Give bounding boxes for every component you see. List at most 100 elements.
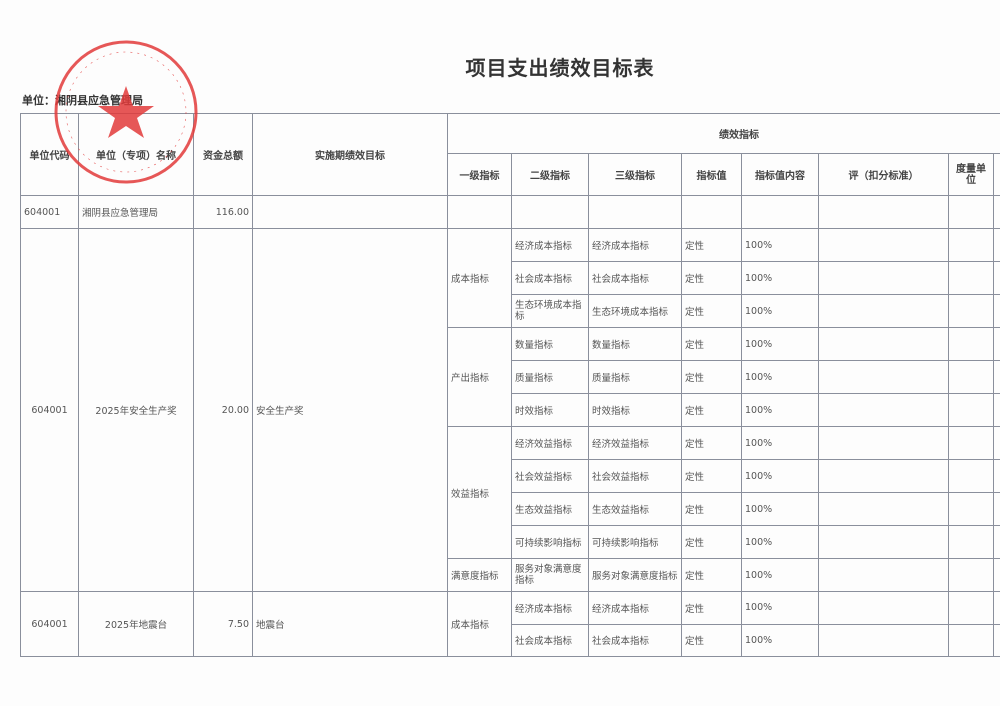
- level3-indicator: 经济成本指标: [588, 591, 682, 625]
- level2-indicator: 服务对象满意度指标: [511, 558, 589, 592]
- level1-indicator: 成本指标: [447, 591, 512, 657]
- cell: [818, 195, 949, 229]
- indicator-type: 定性: [681, 558, 742, 592]
- header-perf: 绩效指标: [447, 113, 1000, 154]
- level2-indicator: 经济效益指标: [511, 426, 589, 460]
- project-amount: 7.50: [193, 591, 253, 657]
- score-standard: [818, 393, 949, 427]
- level3-indicator: 质量指标: [588, 360, 682, 394]
- measure-unit: [948, 261, 994, 295]
- level3-indicator: 时效指标: [588, 393, 682, 427]
- level2-indicator: 时效指标: [511, 393, 589, 427]
- header-l1: 一级指标: [447, 153, 512, 196]
- level1-indicator: 成本指标: [447, 228, 512, 328]
- measure-unit: [948, 492, 994, 526]
- level3-indicator: 社会成本指标: [588, 623, 682, 657]
- indicator-type: 定性: [681, 228, 742, 262]
- cell: [993, 195, 1000, 229]
- score-standard: [818, 426, 949, 460]
- table-row: 604001 2025年地震台 7.50 地震台 成本指标 经济成本指标 经济成本指标 定性 1…: [20, 591, 1000, 657]
- table-row: 产出指标 数量指标 数量指标 定性 100%: [21, 327, 1000, 427]
- summary-row: 604001 湘阴县应急管理局 116.00: [20, 195, 1000, 229]
- indicator-value: 100%: [741, 623, 819, 657]
- indicator-value: 100%: [741, 360, 819, 394]
- score-standard: [818, 591, 949, 625]
- project-code: 604001: [20, 591, 79, 657]
- table-row: 社会成本指标 社会成本指标 定性 100%: [21, 623, 1000, 657]
- level2-indicator: 生态效益指标: [511, 492, 589, 526]
- summary-goal: [252, 195, 448, 229]
- extra-cell: [993, 459, 1000, 493]
- header-type: 指标值: [681, 153, 742, 196]
- measure-unit: [948, 623, 994, 657]
- level3-indicator: 生态效益指标: [588, 492, 682, 526]
- table-row: 可持续影响指标 可持续影响指标 定性 100%: [21, 525, 1000, 559]
- summary-name: 湘阴县应急管理局: [78, 195, 194, 229]
- level3-indicator: 经济成本指标: [588, 228, 682, 262]
- score-standard: [818, 294, 949, 328]
- score-standard: [818, 261, 949, 295]
- level3-indicator: 服务对象满意度指标: [588, 558, 682, 592]
- header-score: 评（扣分标准）: [818, 153, 949, 196]
- indicator-value: 100%: [741, 591, 819, 625]
- indicator-type: 定性: [681, 459, 742, 493]
- table-row: 社会成本指标 社会成本指标 定性 100%: [21, 261, 1000, 295]
- project-name: 2025年安全生产奖: [78, 228, 194, 592]
- measure-unit: [948, 294, 994, 328]
- header-extra: [993, 153, 1000, 196]
- measure-unit: [948, 360, 994, 394]
- unit-label: 单位：湘阴县应急管理局: [22, 94, 143, 107]
- level1-indicator: 产出指标: [447, 327, 512, 427]
- cell: [511, 195, 589, 229]
- indicator-value: 100%: [741, 525, 819, 559]
- header-value: 指标值内容: [741, 153, 819, 196]
- extra-cell: [993, 360, 1000, 394]
- level2-indicator: 质量指标: [511, 360, 589, 394]
- cell: [741, 195, 819, 229]
- table-row: 604001 2025年安全生产奖 20.00 安全生产奖 成本指标 经济成本指标 经济成本…: [20, 228, 1000, 592]
- table-row: 社会效益指标 社会效益指标 定性 100%: [21, 459, 1000, 493]
- extra-cell: [993, 426, 1000, 460]
- score-standard: [818, 360, 949, 394]
- extra-cell: [993, 294, 1000, 328]
- score-standard: [818, 525, 949, 559]
- measure-unit: [948, 228, 994, 262]
- level2-indicator: 经济成本指标: [511, 228, 589, 262]
- indicator-value: 100%: [741, 228, 819, 262]
- table-row: 生态环境成本指标 生态环境成本指标 定性 100%: [21, 294, 1000, 328]
- indicator-type: 定性: [681, 525, 742, 559]
- project-goal: 地震台: [252, 591, 448, 657]
- cell: [588, 195, 682, 229]
- level2-indicator: 社会效益指标: [511, 459, 589, 493]
- indicator-type: 定性: [681, 591, 742, 625]
- indicator-value: 100%: [741, 327, 819, 361]
- extra-cell: [993, 558, 1000, 592]
- measure-unit: [948, 327, 994, 361]
- page-title: 项目支出绩效目标表: [465, 56, 655, 80]
- measure-unit: [948, 426, 994, 460]
- level1-indicator: 满意度指标: [447, 558, 512, 592]
- table-row: 满意度指标 服务对象满意度指标 服务对象满意度指标 定性 100%: [21, 558, 1000, 592]
- extra-cell: [993, 492, 1000, 526]
- header-measure: 度量单位: [948, 153, 994, 196]
- table-row: 效益指标 经济效益指标 经济效益指标 定性 100%: [21, 426, 1000, 559]
- measure-unit: [948, 525, 994, 559]
- level2-indicator: 社会成本指标: [511, 623, 589, 657]
- level2-indicator: 生态环境成本指标: [511, 294, 589, 328]
- summary-amount: 116.00: [193, 195, 253, 229]
- extra-cell: [993, 591, 1000, 625]
- indicator-value: 100%: [741, 492, 819, 526]
- indicator-value: 100%: [741, 261, 819, 295]
- indicator-type: 定性: [681, 294, 742, 328]
- level3-indicator: 经济效益指标: [588, 426, 682, 460]
- header-l2: 二级指标: [511, 153, 589, 196]
- header-code: 单位代码: [20, 113, 79, 196]
- extra-cell: [993, 525, 1000, 559]
- indicator-value: 100%: [741, 459, 819, 493]
- header-goal: 实施期绩效目标: [252, 113, 448, 196]
- project-code: 604001: [20, 228, 79, 592]
- measure-unit: [948, 459, 994, 493]
- indicator-type: 定性: [681, 623, 742, 657]
- level3-indicator: 数量指标: [588, 327, 682, 361]
- indicator-type: 定性: [681, 492, 742, 526]
